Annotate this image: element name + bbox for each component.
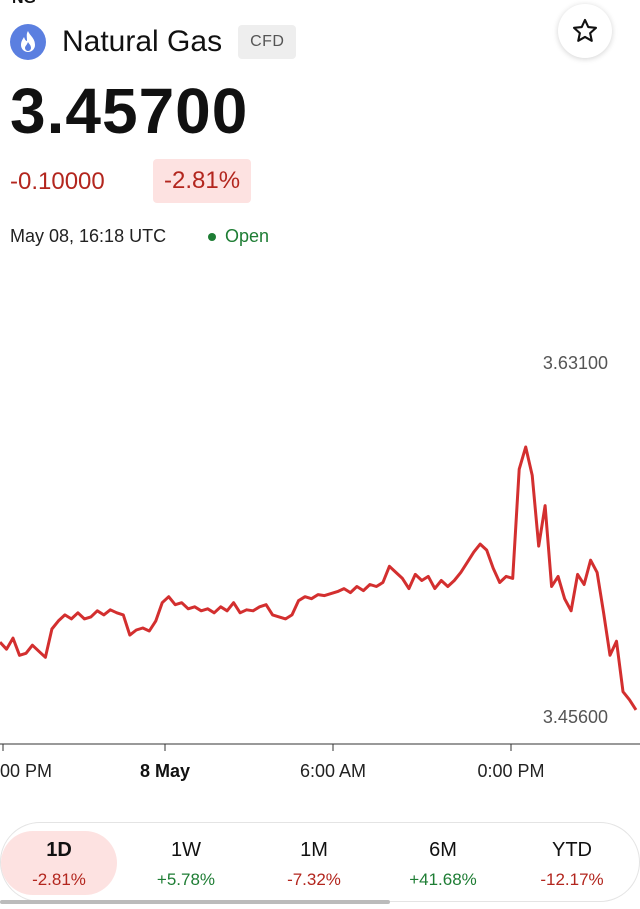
tab-ytd[interactable]: YTD -12.17% (514, 831, 630, 895)
ticker-symbol: NG (12, 0, 36, 8)
tab-1d[interactable]: 1D -2.81% (1, 831, 117, 895)
tab-1m[interactable]: 1M -7.32% (256, 831, 372, 895)
star-outline-icon (572, 18, 598, 42)
tab-change: -2.81% (32, 870, 86, 889)
instrument-header: Natural Gas CFD (10, 24, 297, 60)
tab-label: YTD (552, 839, 592, 861)
x-tick-label: 0:00 PM (477, 761, 544, 781)
instrument-name: Natural Gas (62, 25, 223, 58)
market-status-label: Open (225, 226, 270, 246)
tab-label: 6M (429, 839, 457, 861)
price-series-line (0, 445, 638, 711)
price-change-absolute: -0.10000 (10, 168, 105, 195)
tab-change: +41.68% (409, 870, 477, 889)
tab-6m[interactable]: 6M +41.68% (385, 831, 501, 895)
tab-change: -12.17% (540, 870, 604, 889)
tab-label: 1W (171, 839, 201, 861)
flame-icon (10, 24, 46, 60)
tab-change: -7.32% (287, 870, 341, 889)
price-change-percent: -2.81% (153, 159, 252, 203)
favorite-button[interactable] (558, 4, 612, 58)
timeframe-selector: 1D -2.81% 1W +5.78% 1M -7.32% 6M +41.68%… (0, 822, 640, 902)
instrument-type-badge: CFD (238, 25, 297, 59)
price-chart[interactable]: 3.63100 3.45600 00 PM 8 May 6:00 AM 0:00… (0, 330, 640, 790)
tab-1w[interactable]: 1W +5.78% (128, 831, 244, 895)
horizontal-scrollbar[interactable] (0, 900, 390, 904)
x-tick-label: 6:00 AM (300, 761, 366, 781)
y-label-high: 3.63100 (543, 353, 608, 373)
status-dot-icon (208, 232, 216, 241)
x-tick-label: 8 May (140, 761, 190, 781)
tab-change: +5.78% (156, 870, 216, 889)
market-status: Open (208, 226, 269, 247)
current-price: 3.45700 (10, 75, 249, 147)
quote-timestamp: May 08, 16:18 UTC (10, 226, 167, 246)
tab-label: 1D (46, 839, 72, 861)
x-tick-label: 00 PM (0, 761, 52, 781)
tab-label: 1M (300, 839, 328, 861)
y-label-low: 3.45600 (543, 707, 608, 727)
